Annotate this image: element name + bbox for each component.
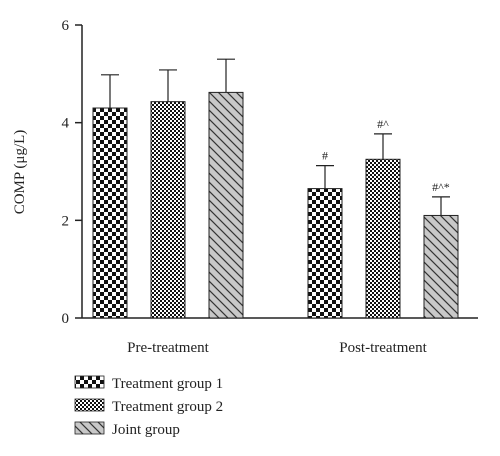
y-tick-label: 2 xyxy=(62,213,70,229)
axes xyxy=(81,25,478,319)
legend-label: Treatment group 2 xyxy=(112,399,223,415)
significance-annotation: # xyxy=(322,149,328,163)
bar-joint-group-post-treatment xyxy=(423,214,459,319)
legend-swatch xyxy=(74,398,105,412)
bar-treatment-group-2-post-treatment xyxy=(365,158,401,319)
legend-label: Treatment group 1 xyxy=(112,376,223,392)
x-tick-labels: Pre-treatment Post-treatment xyxy=(127,340,427,356)
legend-label: Joint group xyxy=(112,422,180,438)
bars xyxy=(92,91,459,319)
bar-treatment-group-1-pre-treatment xyxy=(92,107,128,319)
x-tick-label: Post-treatment xyxy=(339,340,427,356)
y-tick-label: 4 xyxy=(62,116,70,132)
error-bars xyxy=(101,58,450,216)
bar-treatment-group-1-post-treatment xyxy=(307,188,343,319)
y-tick-label: 0 xyxy=(62,311,70,327)
x-tick-label: Pre-treatment xyxy=(127,340,209,356)
y-axis-label: COMP (μg/L) xyxy=(12,130,28,215)
bar-treatment-group-2-pre-treatment xyxy=(150,101,186,319)
y-ticks: 0 2 4 6 xyxy=(62,18,82,327)
significance-annotation: #^ xyxy=(377,117,389,131)
significance-annotation: #^* xyxy=(432,180,450,194)
y-tick-label: 6 xyxy=(62,18,70,34)
legend-swatch xyxy=(74,375,105,389)
legend-swatch xyxy=(74,421,105,435)
legend: Treatment group 1 Treatment group 2 Joint … xyxy=(74,375,223,438)
bar-joint-group-pre-treatment xyxy=(208,91,244,319)
annotations: # #^ #^* xyxy=(322,117,450,194)
